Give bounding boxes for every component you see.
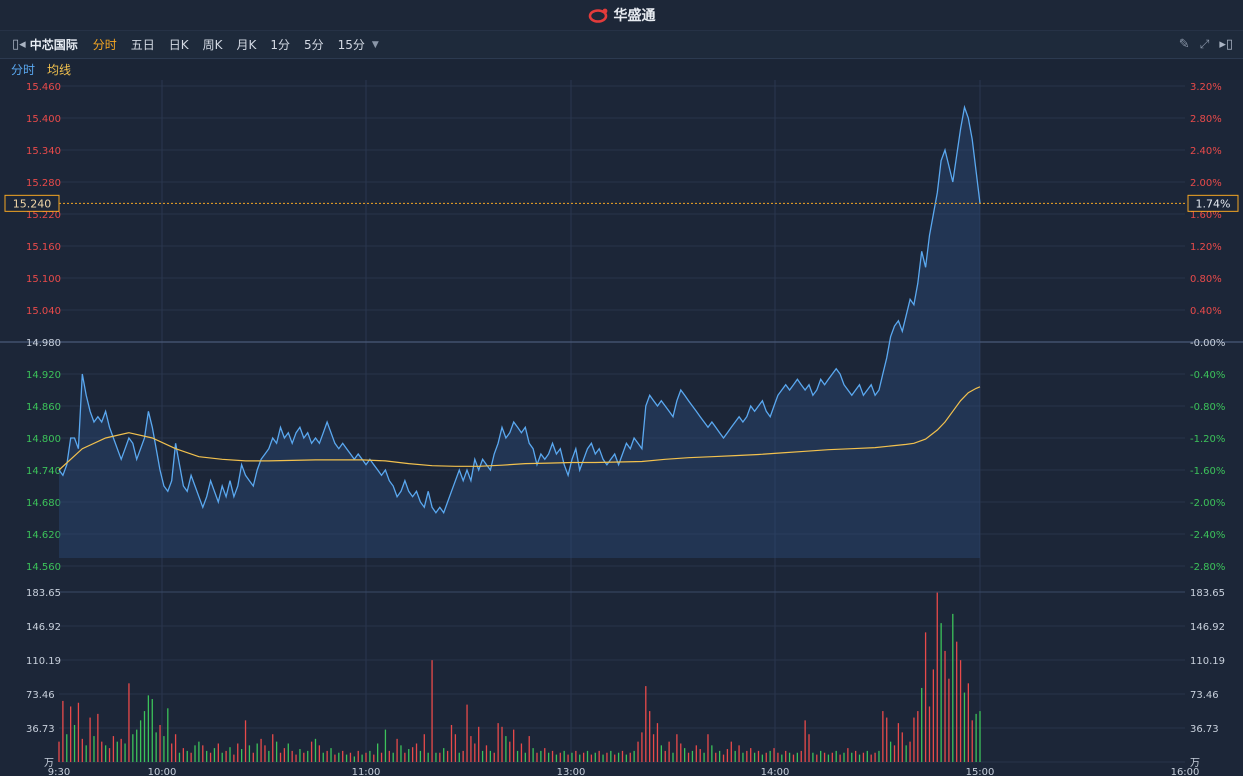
y-left-tick: 15.460 [26,82,61,93]
brand-name: 华盛通 [613,8,656,24]
tab-period-7[interactable]: 15分 [337,38,365,52]
y-right-tick: -0.00% [1190,338,1225,349]
volume-y-right-tick: 146.92 [1190,622,1225,633]
y-right-tick: 1.20% [1190,242,1222,253]
legend-avg[interactable]: 均线 [47,63,72,77]
stock-name: 中芯国际 [29,38,78,52]
y-right-tick: -2.00% [1190,498,1225,509]
y-right-tick: -1.60% [1190,466,1225,477]
crosshair-price: 15.240 [13,197,52,210]
brand-icon [588,8,607,23]
y-right-tick: 3.20% [1190,82,1222,93]
volume-y-left-tick: 110.19 [26,656,61,667]
y-left-tick: 14.920 [26,370,61,381]
x-tick: 9:30 [48,767,70,776]
y-left-tick: 15.040 [26,306,61,317]
y-right-tick: -0.80% [1190,402,1225,413]
y-right-tick: 2.00% [1190,178,1222,189]
y-left-tick: 15.220 [26,210,61,221]
fullscreen-icon[interactable]: ⤢ [1199,37,1210,51]
period-dropdown-icon[interactable]: ▼ [371,39,379,50]
volume-y-left-tick: 183.65 [26,588,61,599]
chart-background [0,80,1243,776]
y-left-tick: 15.400 [26,114,61,125]
y-right-tick: -1.20% [1190,434,1225,445]
app-header: 华盛通 [0,0,1243,31]
y-right-tick: 0.80% [1190,274,1222,285]
x-tick: 14:00 [761,767,790,776]
volume-y-left-tick: 万 [44,758,54,769]
tab-period-2[interactable]: 日K [168,38,189,52]
y-left-tick: 15.160 [26,242,61,253]
y-left-tick: 15.100 [26,274,61,285]
crosshair-price-box [4,194,60,212]
avg-line [58,386,981,471]
legend: 分时 均线 [0,59,1243,79]
toolbar: ▯◂ 中芯国际 分时 五日 日K 周K 月K 1分 5分 15分 ▼ ✎ ⤢ ▸… [0,31,1243,59]
x-tick: 10:00 [148,767,177,776]
tab-period-6[interactable]: 5分 [304,38,324,52]
crosshair-pct-box [1187,194,1239,212]
y-left-tick: 14.620 [26,530,61,541]
volume-y-left-tick: 73.46 [26,690,55,701]
volume-y-left-tick: 36.73 [26,724,55,735]
volume-y-right-tick: 73.46 [1190,690,1219,701]
y-right-tick: 2.80% [1190,114,1222,125]
tab-period-4[interactable]: 月K [236,38,257,52]
y-right-tick: 1.60% [1190,210,1222,221]
y-right-tick: -0.40% [1190,370,1225,381]
y-left-tick: 14.860 [26,402,61,413]
volume-y-right-tick: 36.73 [1190,724,1219,735]
volume-y-right-tick: 110.19 [1190,656,1225,667]
y-right-tick: 2.40% [1190,146,1222,157]
tab-period-0[interactable]: 分时 [92,38,117,52]
y-left-tick: 14.680 [26,498,61,509]
y-left-tick: 14.560 [26,562,61,573]
volume-y-right-tick: 183.65 [1190,588,1225,599]
x-tick: 16:00 [1171,767,1200,776]
y-left-tick: 14.980 [26,338,61,349]
x-tick: 11:00 [352,767,381,776]
tab-period-1[interactable]: 五日 [130,38,155,52]
x-tick: 13:00 [557,767,586,776]
pencil-icon[interactable]: ✎ [1178,37,1190,52]
y-left-tick: 14.740 [26,466,61,477]
legend-price[interactable]: 分时 [11,63,36,77]
y-left-tick: 15.280 [26,178,61,189]
volume-y-right-tick: 万 [1190,758,1200,769]
collapse-left-icon[interactable]: ▯◂ [12,37,26,52]
y-left-tick: 14.800 [26,434,61,445]
y-left-tick: 15.340 [26,146,61,157]
price-line [58,104,981,515]
y-right-tick: 0.40% [1190,306,1222,317]
brand-logo: 华盛通 [588,5,656,25]
price-area [59,107,980,559]
x-tick: 15:00 [966,767,995,776]
collapse-right-icon[interactable]: ▸▯ [1219,37,1233,52]
tab-period-5[interactable]: 1分 [270,38,290,52]
crosshair-pct: 1.74% [1196,197,1231,210]
y-right-tick: -2.40% [1190,530,1225,541]
volume-y-left-tick: 146.92 [26,622,61,633]
y-right-tick: -2.80% [1190,562,1225,573]
tab-period-3[interactable]: 周K [202,38,223,52]
